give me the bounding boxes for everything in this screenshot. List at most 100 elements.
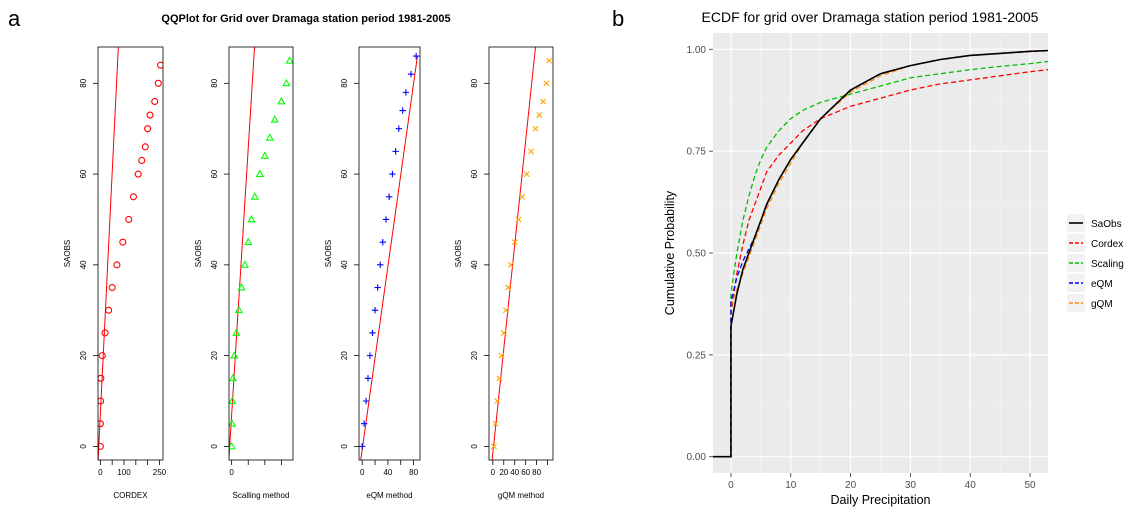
qq-point <box>146 111 154 119</box>
qq-x-tick-label: 80 <box>409 468 418 477</box>
qq-y-tick-label: 20 <box>340 351 349 360</box>
ecdf-x-tick-label: 10 <box>785 480 797 491</box>
ecdf-plot: 0 10 20 30 40 50 0.00 0.25 0.50 0.75 1.00 Daily Pre… <box>663 33 1048 507</box>
qq-point <box>154 79 162 87</box>
qq-point <box>232 328 241 336</box>
qq-point <box>125 215 133 224</box>
qq-y-tick-label: 60 <box>470 169 479 178</box>
qq-y-tick-label: 40 <box>340 260 349 269</box>
qq-point <box>369 329 376 337</box>
legend-label-eqm: eQM <box>1091 279 1113 290</box>
qq-frame <box>97 46 164 461</box>
ecdf-x-tick-label: 40 <box>965 480 977 491</box>
qq-point <box>229 396 237 404</box>
qq-point <box>98 420 104 428</box>
ecdf-x-axis-label: Daily Precipitation <box>830 493 930 507</box>
qq-point <box>494 398 501 404</box>
qq-point <box>402 89 410 96</box>
qq-x-axis-label: CORDEX <box>113 491 148 500</box>
qq-frame <box>488 46 554 461</box>
qq-point <box>285 56 293 64</box>
qq-x-axis-label: eQM method <box>366 491 412 500</box>
qq-point <box>265 133 274 141</box>
qq-point <box>364 375 372 382</box>
qq-y-tick-label: 20 <box>470 351 479 360</box>
qq-y-tick-label: 80 <box>79 78 88 87</box>
legend-label-cordex: Cordex <box>1091 239 1123 250</box>
qq-point <box>230 351 239 359</box>
qq-x-tick-label: 0 <box>491 468 496 477</box>
qq-point <box>98 397 105 405</box>
qq-frame <box>228 46 294 461</box>
qq-point <box>379 238 386 246</box>
qq-reference-line <box>98 47 119 460</box>
ecdf-y-tick-label: 0.00 <box>687 452 707 463</box>
qq-y-tick-label: 40 <box>79 260 88 269</box>
qq-y-axis-label: SAOBS <box>194 240 203 268</box>
qq-point <box>119 238 127 246</box>
qq-y-tick-label: 0 <box>470 444 479 449</box>
qq-point <box>519 193 526 200</box>
qq-point <box>240 260 250 268</box>
legend-label-saobs: SaObs <box>1091 219 1122 230</box>
qq-y-tick-label: 0 <box>210 444 219 449</box>
qq-point <box>492 420 499 427</box>
qq-point <box>515 216 522 223</box>
qq-point <box>129 193 138 201</box>
ecdf-x-tick-label: 0 <box>728 480 734 491</box>
ecdf-series-scaling <box>713 60 1048 458</box>
qq-point <box>360 420 368 427</box>
qq-points-3 <box>359 52 420 450</box>
legend-label-gqm: gQM <box>1091 299 1113 310</box>
qq-point <box>105 306 113 314</box>
qq-point <box>407 71 415 78</box>
qq-x-tick-label: 60 <box>521 468 530 477</box>
qq-point <box>376 261 384 269</box>
qq-y-tick-label: 20 <box>210 351 219 360</box>
qq-point <box>511 239 518 246</box>
qq-point <box>255 169 264 178</box>
qq-point <box>113 261 121 269</box>
qq-reference-line <box>229 47 256 458</box>
qq-panel-2: 0 20 40 60 80 0 SAOBS Scalling method <box>194 46 294 500</box>
qq-point <box>536 112 543 119</box>
qq-points-4 <box>490 57 553 450</box>
qq-point <box>532 125 539 132</box>
qq-y-tick-label: 60 <box>210 169 219 178</box>
qq-x-tick-label: 0 <box>360 468 365 477</box>
qq-point <box>234 305 244 314</box>
qq-point <box>229 419 237 427</box>
qq-point <box>374 284 381 291</box>
qq-point <box>546 57 553 64</box>
qq-point <box>528 148 535 155</box>
qq-point <box>151 97 159 106</box>
qq-point <box>359 443 366 450</box>
qq-y-axis-label: SAOBS <box>324 240 333 268</box>
ecdf-y-tick-label: 1.00 <box>687 45 707 56</box>
qq-point <box>247 214 256 223</box>
qq-point <box>523 171 530 178</box>
qq-x-tick-label: 0 <box>229 468 234 477</box>
qq-point <box>382 216 390 223</box>
ecdf-x-tick-label: 20 <box>845 480 857 491</box>
qq-x-tick-label: 20 <box>499 468 508 477</box>
qq-y-tick-label: 60 <box>79 169 88 178</box>
ecdf-series-cordex <box>713 69 1048 458</box>
qq-point <box>144 125 152 133</box>
qq-points-2 <box>229 56 293 450</box>
qq-point <box>270 115 279 123</box>
qq-plot-title: QQPlot for Grid over Dramaga station per… <box>161 13 450 25</box>
panel-label-a: a <box>8 6 21 31</box>
qq-y-tick-label: 0 <box>79 444 88 449</box>
qq-points-1 <box>98 61 163 450</box>
qq-y-tick-label: 60 <box>340 169 349 178</box>
qq-point <box>490 443 497 450</box>
qq-point <box>229 373 238 382</box>
qq-point <box>543 80 550 87</box>
ecdf-title: ECDF for grid over Dramaga station perio… <box>702 9 1039 25</box>
qq-point <box>282 78 291 87</box>
qq-point <box>138 156 146 165</box>
qq-point <box>371 307 379 314</box>
